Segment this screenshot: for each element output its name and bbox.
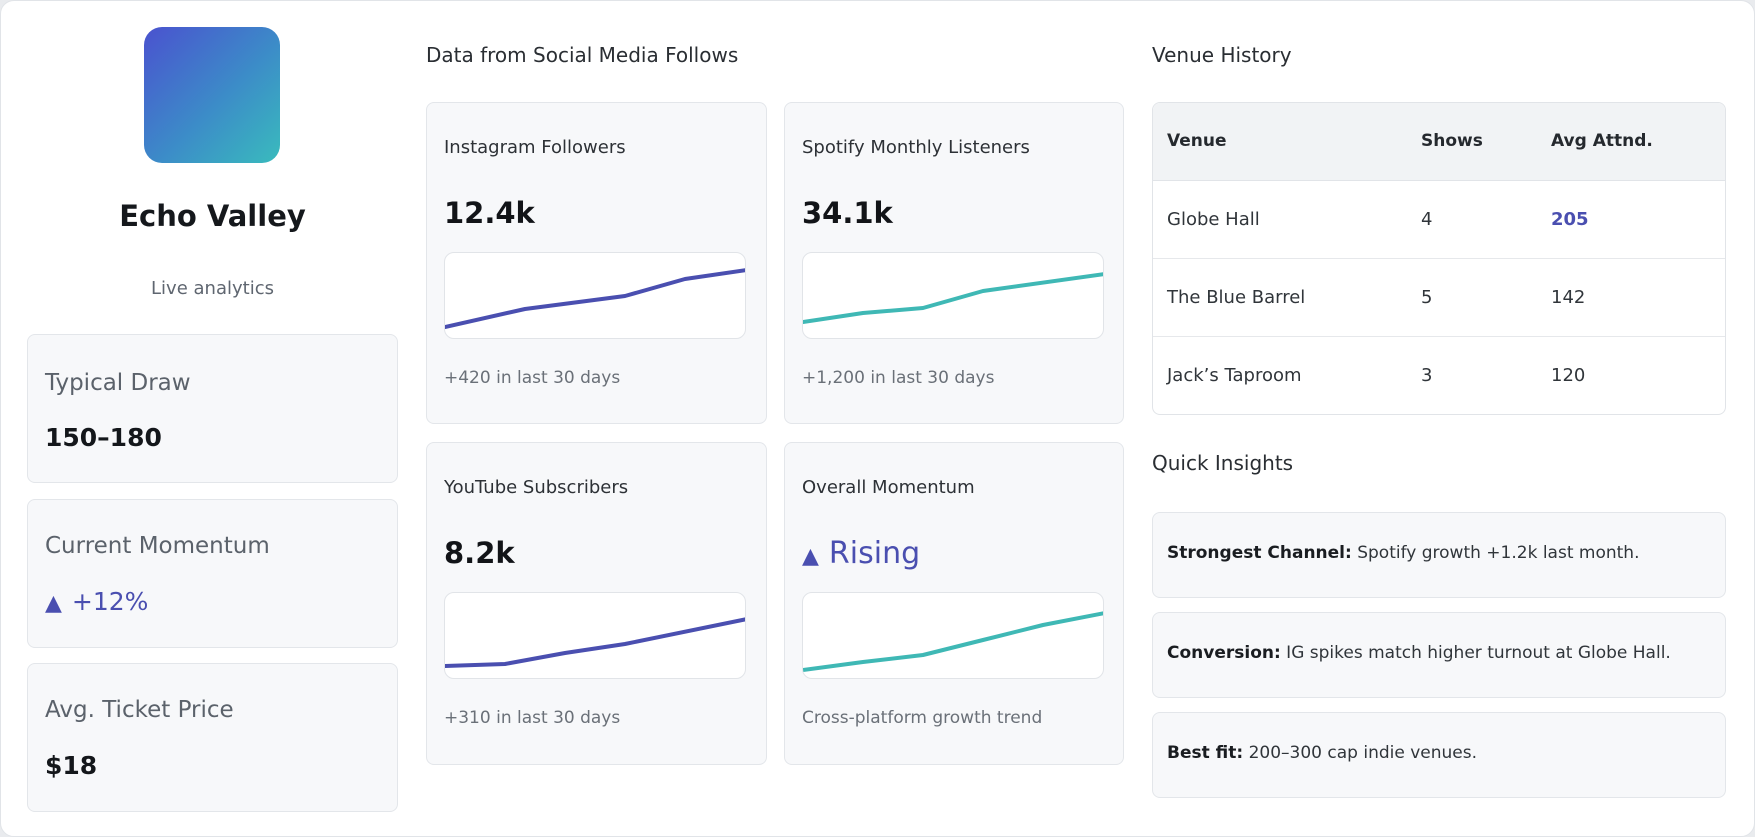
momentum-value: +12% xyxy=(71,587,149,616)
sparkline-line xyxy=(803,611,1103,672)
insight-text: Best fit: 200–300 cap indie venues. xyxy=(1167,743,1477,763)
triangle-up-icon: ▲ xyxy=(45,591,62,616)
metric-card-instagram: Instagram Followers 12.4k +420 in last 3… xyxy=(426,102,767,424)
rising-label: Rising xyxy=(828,536,921,571)
sparkline xyxy=(802,252,1104,339)
stat-card-ticket-price: Avg. Ticket Price $18 xyxy=(27,663,398,812)
metric-card-youtube: YouTube Subscribers 8.2k +310 in last 30… xyxy=(426,442,767,765)
insight-card: Conversion: IG spikes match higher turno… xyxy=(1152,612,1726,698)
venue-attendance: 205 xyxy=(1551,209,1589,230)
sparkline-line xyxy=(445,617,745,668)
venue-shows: 3 xyxy=(1421,365,1433,386)
table-row[interactable]: Globe Hall 4 205 xyxy=(1153,181,1725,259)
stat-value: 150–180 xyxy=(45,423,162,452)
metric-title: Overall Momentum xyxy=(802,477,975,498)
stat-card-typical-draw: Typical Draw 150–180 xyxy=(27,334,398,483)
stat-card-momentum: Current Momentum ▲ +12% xyxy=(27,499,398,648)
column-header-avg-attendance: Avg Attnd. xyxy=(1551,131,1653,151)
metric-card-spotify: Spotify Monthly Listeners 34.1k +1,200 i… xyxy=(784,102,1124,424)
sparkline-line xyxy=(445,268,745,329)
metric-note: +420 in last 30 days xyxy=(444,368,621,388)
metric-value: 34.1k xyxy=(802,196,893,230)
insight-text: Strongest Channel: Spotify growth +1.2k … xyxy=(1167,543,1639,563)
column-header-venue: Venue xyxy=(1167,131,1227,151)
metric-value: 8.2k xyxy=(444,536,515,570)
artist-name: Echo Valley xyxy=(119,199,306,233)
venue-shows: 4 xyxy=(1421,209,1433,230)
venue-name: The Blue Barrel xyxy=(1167,287,1306,308)
venue-attendance: 142 xyxy=(1551,287,1586,308)
stat-label: Avg. Ticket Price xyxy=(45,697,234,723)
metric-card-overall-momentum: Overall Momentum ▲ Rising Cross-platform … xyxy=(784,442,1124,765)
metric-title: Spotify Monthly Listeners xyxy=(802,137,1030,158)
metric-value: 12.4k xyxy=(444,196,535,230)
triangle-up-icon: ▲ xyxy=(802,544,819,569)
stat-value: ▲ +12% xyxy=(45,587,148,616)
venue-section-title: Venue History xyxy=(1152,43,1292,67)
sparkline xyxy=(802,592,1104,679)
insight-label: Best fit: xyxy=(1167,743,1244,763)
insight-body: Spotify growth +1.2k last month. xyxy=(1351,543,1640,563)
venue-table: Venue Shows Avg Attnd. Globe Hall 4 205 … xyxy=(1152,102,1726,415)
metric-note: +310 in last 30 days xyxy=(444,708,621,728)
metric-note: Cross-platform growth trend xyxy=(802,708,1043,728)
artist-subtitle: Live analytics xyxy=(151,278,274,299)
social-section-title: Data from Social Media Follows xyxy=(426,43,739,67)
metric-note: +1,200 in last 30 days xyxy=(802,368,995,388)
stat-label: Current Momentum xyxy=(45,533,270,559)
insight-card: Best fit: 200–300 cap indie venues. xyxy=(1152,712,1726,798)
insight-label: Conversion: xyxy=(1167,643,1281,663)
sparkline-line xyxy=(803,272,1103,324)
venue-name: Globe Hall xyxy=(1167,209,1260,230)
insight-body: IG spikes match higher turnout at Globe … xyxy=(1280,643,1671,663)
stat-value: $18 xyxy=(45,751,98,780)
stat-label: Typical Draw xyxy=(45,370,191,396)
artist-logo xyxy=(144,27,280,163)
column-header-shows: Shows xyxy=(1421,131,1483,151)
insight-text: Conversion: IG spikes match higher turno… xyxy=(1167,643,1671,663)
sparkline xyxy=(444,592,746,679)
metric-value: ▲ Rising xyxy=(802,536,920,571)
metric-title: Instagram Followers xyxy=(444,137,626,158)
insights-section-title: Quick Insights xyxy=(1152,451,1294,475)
venue-shows: 5 xyxy=(1421,287,1433,308)
venue-attendance: 120 xyxy=(1551,365,1586,386)
metric-title: YouTube Subscribers xyxy=(444,477,629,498)
table-header: Venue Shows Avg Attnd. xyxy=(1153,103,1725,181)
insight-card: Strongest Channel: Spotify growth +1.2k … xyxy=(1152,512,1726,598)
table-row[interactable]: The Blue Barrel 5 142 xyxy=(1153,259,1725,337)
insight-label: Strongest Channel: xyxy=(1167,543,1352,563)
sparkline xyxy=(444,252,746,339)
venue-name: Jack’s Taproom xyxy=(1167,365,1302,386)
table-row[interactable]: Jack’s Taproom 3 120 xyxy=(1153,337,1725,414)
insight-body: 200–300 cap indie venues. xyxy=(1243,743,1478,763)
